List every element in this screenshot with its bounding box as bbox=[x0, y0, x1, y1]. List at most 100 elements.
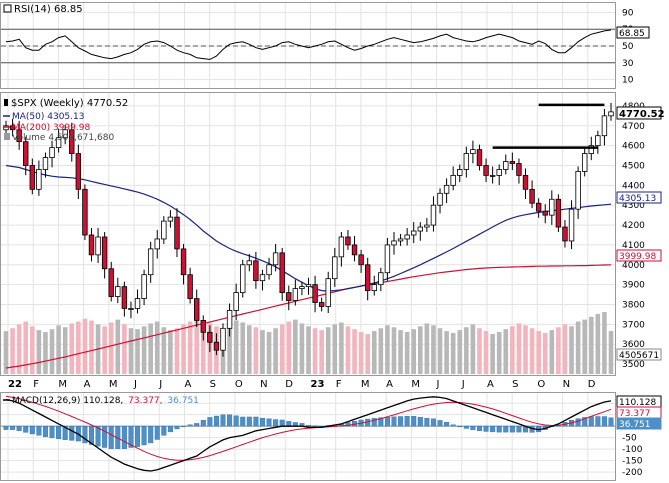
macd-histogram-bar bbox=[187, 424, 193, 427]
candle-up bbox=[299, 286, 305, 290]
candle-up bbox=[161, 220, 167, 240]
macd-histogram-bar bbox=[608, 417, 614, 427]
macd-histogram-bar bbox=[128, 425, 134, 448]
volume-bar bbox=[115, 319, 121, 374]
price-tick-label: 4000 bbox=[622, 261, 645, 271]
ma200-value-tag: 3999.98 bbox=[616, 249, 662, 262]
volume-bar bbox=[339, 322, 344, 374]
macd-histogram-bar bbox=[266, 418, 272, 427]
macd-histogram-bar bbox=[102, 425, 108, 448]
macd-histogram-bar bbox=[371, 418, 377, 427]
volume-bar bbox=[371, 331, 377, 374]
candle-down bbox=[16, 129, 22, 143]
macd-histogram-bar bbox=[69, 425, 75, 441]
candle-up bbox=[404, 234, 410, 240]
ma50-legend-label: MA(50) 4305.13 bbox=[12, 112, 84, 122]
candle-down bbox=[207, 331, 213, 343]
volume-value-tag-text: 4505671 bbox=[619, 351, 659, 361]
volume-bar bbox=[30, 326, 35, 374]
macd-histogram-bar bbox=[10, 425, 16, 430]
x-tick-label: A bbox=[487, 379, 494, 390]
candle-down bbox=[542, 210, 548, 216]
volume-bar bbox=[3, 331, 9, 374]
macd-histogram-bar bbox=[181, 425, 187, 427]
macd-histogram-bar bbox=[457, 425, 463, 428]
x-tick-label: J bbox=[436, 379, 440, 390]
volume-bar bbox=[227, 324, 232, 374]
volume-bar bbox=[404, 332, 410, 374]
candle-up bbox=[246, 260, 253, 266]
macd-legend-signal: 73.377, bbox=[128, 396, 162, 406]
candle-up bbox=[292, 288, 299, 301]
candle-up bbox=[167, 216, 174, 222]
x-tick-label: M bbox=[411, 379, 420, 390]
volume-bar bbox=[36, 330, 42, 374]
candle-up bbox=[601, 115, 608, 137]
volume-bar bbox=[168, 330, 173, 374]
candle-up bbox=[378, 272, 384, 286]
candle-down bbox=[69, 129, 75, 154]
macd-histogram-bar bbox=[161, 425, 167, 436]
candle-up bbox=[457, 169, 463, 176]
rsi-legend-label: RSI(14) 68.85 bbox=[14, 4, 83, 15]
volume-bar bbox=[23, 321, 29, 374]
macd-histogram-bar bbox=[345, 422, 351, 427]
candle-down bbox=[345, 236, 351, 246]
rsi-tick-label: 90 bbox=[622, 8, 634, 18]
volume-bar bbox=[62, 327, 68, 374]
price-tick-label: 4400 bbox=[622, 181, 645, 191]
volume-bar bbox=[260, 330, 265, 374]
candle-up bbox=[325, 278, 331, 307]
volume-bar bbox=[575, 321, 581, 374]
volume-bar bbox=[457, 330, 463, 374]
candle-down bbox=[312, 284, 318, 303]
candle-down bbox=[29, 165, 36, 190]
macd-histogram-bar bbox=[312, 425, 318, 427]
candle-up bbox=[55, 137, 62, 149]
candle-up bbox=[397, 238, 404, 242]
volume-bar bbox=[542, 332, 548, 374]
volume-bar bbox=[154, 321, 160, 374]
volume-bar bbox=[523, 325, 528, 374]
macd-tick-label: -100 bbox=[622, 445, 643, 455]
x-tick-label: J bbox=[133, 379, 137, 390]
rsi-value-tag: 68.85 bbox=[616, 26, 650, 39]
candle-up bbox=[62, 129, 68, 139]
candle-down bbox=[101, 236, 108, 270]
macd-histogram-bar bbox=[306, 425, 312, 427]
candle-down bbox=[88, 234, 95, 256]
macd-histogram-bar bbox=[490, 425, 496, 433]
candle-up bbox=[332, 256, 338, 280]
candle-down bbox=[82, 188, 88, 236]
macd-histogram-bar bbox=[430, 418, 436, 427]
volume-bar bbox=[89, 320, 94, 374]
candle-up bbox=[240, 264, 246, 293]
volume-bar bbox=[279, 324, 285, 374]
price-tick-label: 3700 bbox=[622, 320, 645, 330]
volume-bar bbox=[490, 333, 495, 374]
candle-up bbox=[220, 327, 226, 351]
volume-bar bbox=[273, 328, 278, 374]
macd-histogram-bar bbox=[49, 425, 55, 439]
volume-bar bbox=[503, 329, 509, 374]
macd-histogram-bar bbox=[273, 419, 279, 427]
volume-bar bbox=[385, 325, 390, 374]
macd-legend-label: MACD(12,26,9) 110.128, 73.377, 36.751 bbox=[12, 396, 199, 406]
macd-histogram-bar bbox=[476, 425, 482, 431]
volume-bar bbox=[450, 332, 456, 374]
macd-histogram-bar bbox=[29, 425, 35, 435]
macd-histogram-bar bbox=[227, 414, 233, 427]
volume-bar bbox=[529, 328, 535, 374]
candle-up bbox=[595, 135, 601, 147]
macd-histogram-bar bbox=[16, 425, 22, 431]
volume-bar bbox=[76, 321, 81, 374]
macd-value-tag: 110.128 bbox=[616, 395, 662, 408]
candle-down bbox=[194, 298, 200, 321]
x-tick-label: A bbox=[84, 379, 91, 390]
signal-value-tag-text: 73.377 bbox=[619, 409, 651, 419]
candle-up bbox=[49, 147, 55, 158]
candle-up bbox=[42, 157, 49, 170]
signal-path bbox=[5, 395, 612, 461]
candle-down bbox=[23, 141, 29, 166]
macd-histogram-bar bbox=[167, 425, 173, 433]
